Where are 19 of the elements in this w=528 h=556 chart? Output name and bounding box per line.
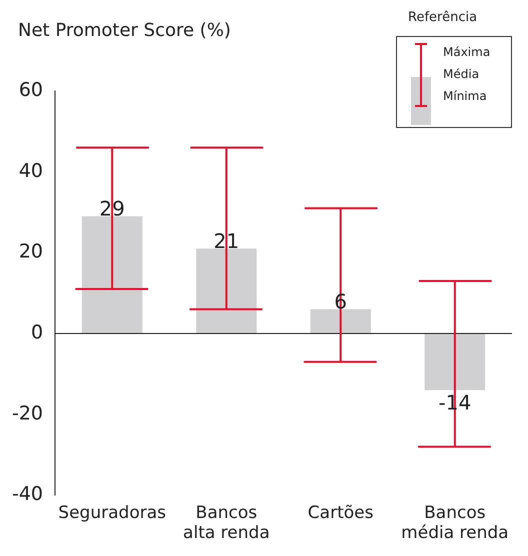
chart-title: Net Promoter Score (%) [18,20,231,41]
text: Máxima [443,45,490,59]
y-tick-label: -20 [12,402,44,424]
bar [310,309,371,334]
x-tick-label: Cartões [308,502,374,523]
bar [82,216,142,334]
y-tick-label: 40 [18,160,44,182]
y-tick-label: -40 [12,483,44,506]
bar [424,334,486,390]
bar [196,248,257,334]
x-tick-label: Bancos alta renda [183,502,270,544]
y-tick-label: 60 [18,78,44,101]
x-tick-label: Seguradoras [58,502,166,523]
legend-title: Referência [408,10,478,25]
y-tick-label: 0 [30,321,44,344]
annotation: Mínima [443,89,487,103]
x-tick-label: Bancos média renda [401,502,509,544]
text: Média [443,67,480,81]
y-tick-label: 20 [18,240,44,263]
